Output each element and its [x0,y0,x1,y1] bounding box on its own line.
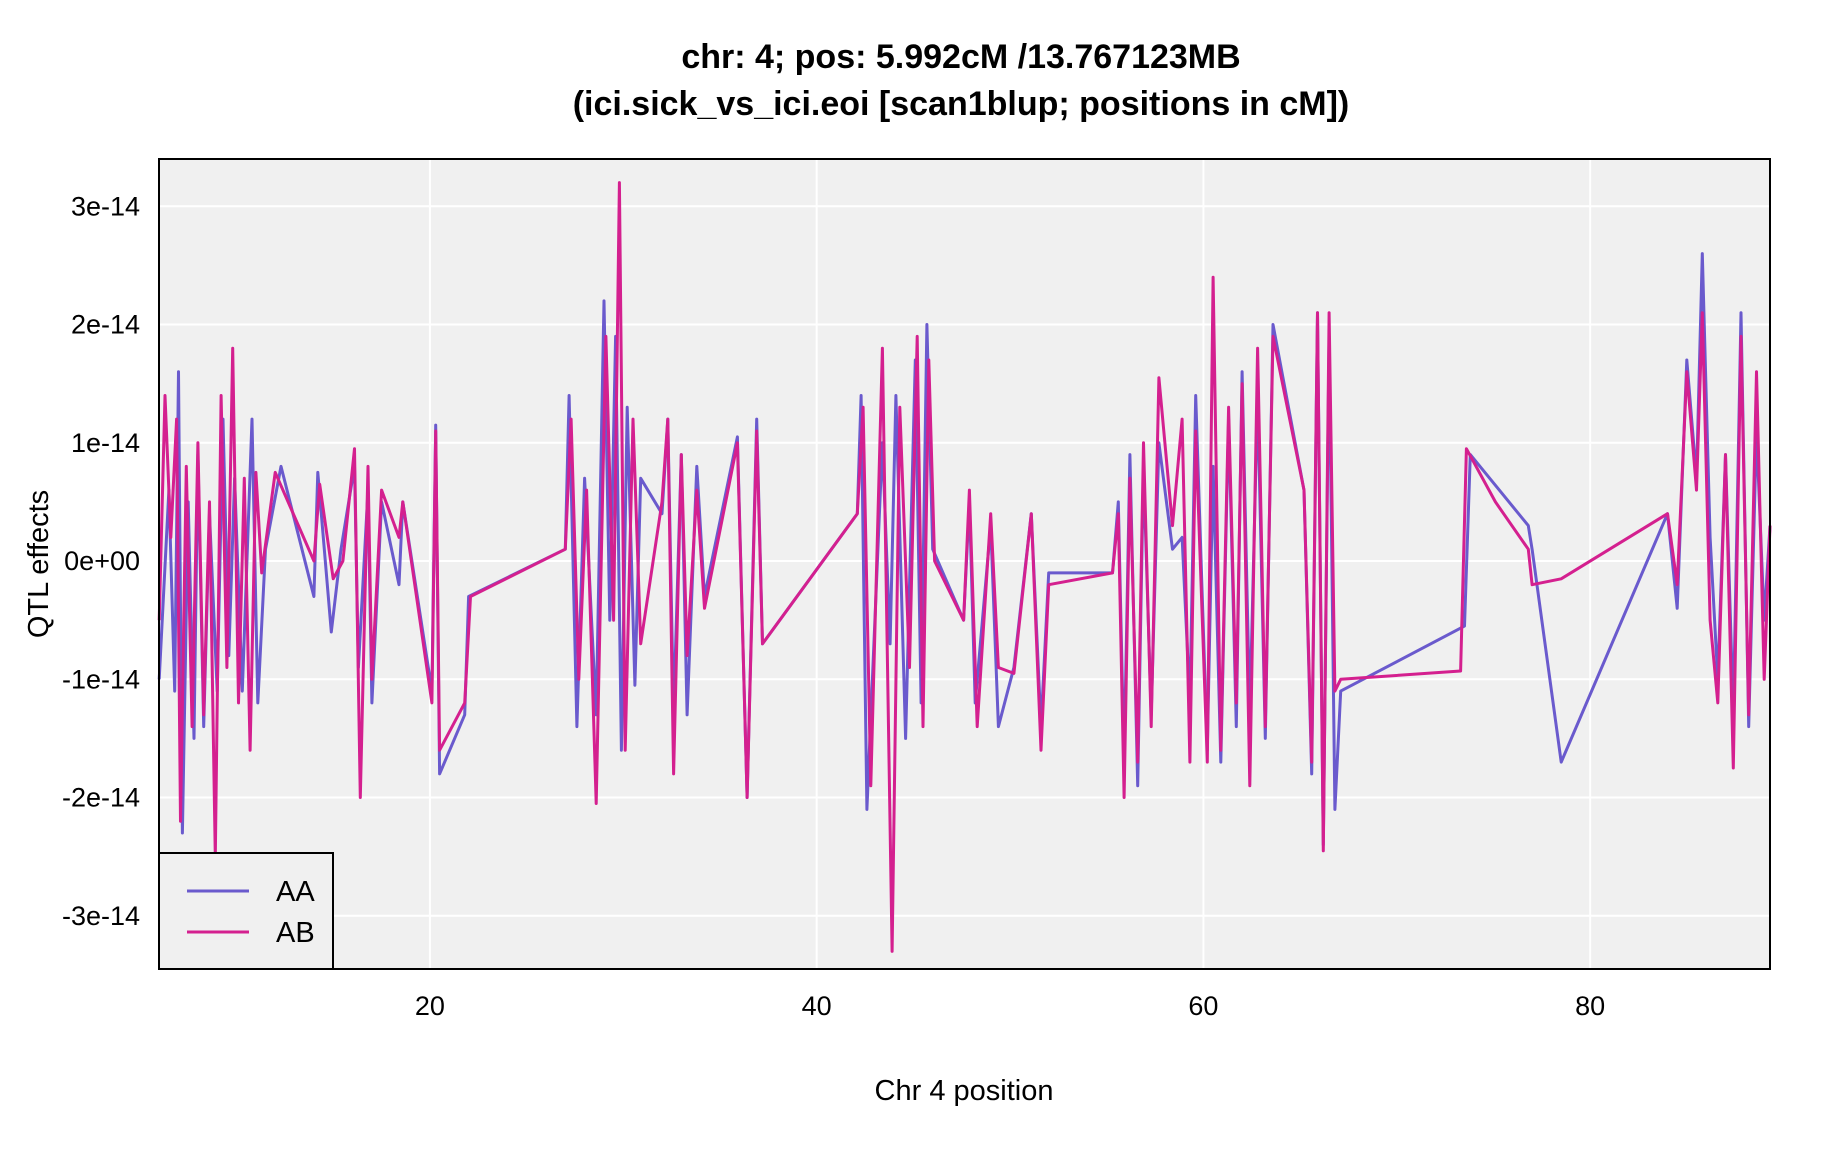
plot-frame [158,158,1771,970]
y-tick-label: -3e-14 [62,901,140,931]
x-tick-label: 20 [415,991,445,1021]
y-tick-label: -1e-14 [62,664,140,694]
y-tick-label: 3e-14 [71,191,140,221]
x-axis-ticks: 20 40 60 80 [415,991,1605,1021]
y-tick-label: -2e-14 [62,783,140,813]
series-line-aa [157,252,1772,847]
plot-panel [159,159,1770,969]
series-layer [157,181,1772,953]
chart-subtitle: (ici.sick_vs_ici.eoi [scan1blup; positio… [573,85,1350,123]
y-tick-label: 2e-14 [71,310,140,340]
x-tick-label: 80 [1575,991,1605,1021]
grid-lines [159,159,1770,969]
legend-label-ab: AB [276,917,315,949]
y-tick-label: 0e+00 [64,546,140,576]
x-tick-label: 60 [1188,991,1218,1021]
series-line-ab [157,181,1772,953]
legend: AA AB [158,852,334,970]
x-tick-label: 40 [802,991,832,1021]
chart-title: chr: 4; pos: 5.992cM /13.767123MB [681,38,1240,76]
y-tick-label: 1e-14 [71,428,140,458]
legend-box [158,852,334,970]
x-axis-label: Chr 4 position [875,1075,1054,1107]
y-axis-ticks: -3e-14 -2e-14 -1e-14 0e+00 1e-14 2e-14 3e-14 [62,191,140,930]
legend-label-aa: AA [276,876,315,908]
y-axis-label: QTL effects [23,490,55,638]
